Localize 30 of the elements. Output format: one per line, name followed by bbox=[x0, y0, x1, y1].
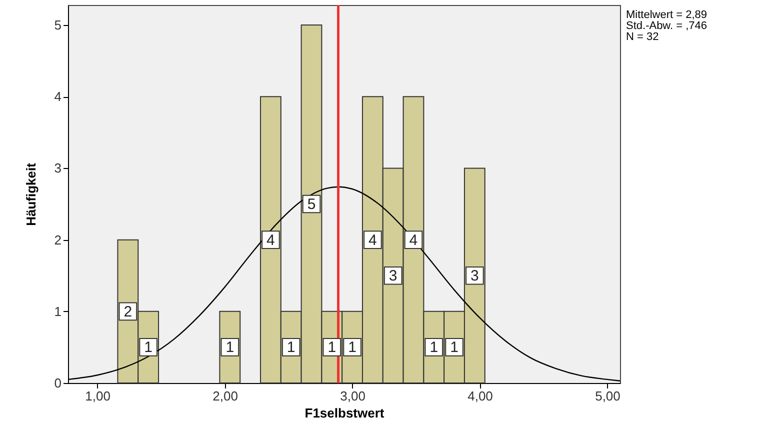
data-label: 1 bbox=[286, 339, 296, 356]
data-label: 1 bbox=[430, 339, 438, 356]
text: Std.-Abw. = ,746 bbox=[626, 20, 708, 32]
data-label: 3 bbox=[388, 268, 398, 285]
y-tick-label: 2 bbox=[54, 232, 62, 248]
y-tick-label: 3 bbox=[54, 160, 62, 176]
x-tick-label: 2,00 bbox=[212, 388, 238, 404]
data-label: 1 bbox=[450, 339, 458, 356]
data-label: 2 bbox=[124, 303, 132, 320]
y-tick-label: 5 bbox=[54, 18, 62, 33]
y-tick-label: 0 bbox=[54, 376, 62, 390]
y-axis-title: Häufigkeit bbox=[23, 162, 38, 226]
text: N = 32 bbox=[626, 31, 660, 43]
y-tick-label: 4 bbox=[54, 89, 62, 104]
x-tick-label: 3,00 bbox=[340, 388, 366, 404]
text: Mittelwert = 2,89 bbox=[626, 9, 708, 21]
data-label: 3 bbox=[470, 268, 479, 285]
data-label: 1 bbox=[328, 339, 336, 356]
data-label: 5 bbox=[307, 196, 316, 214]
data-label: 4 bbox=[266, 232, 275, 249]
data-label: 1 bbox=[144, 339, 152, 356]
y-tick-label: 1 bbox=[54, 304, 62, 319]
data-label: 1 bbox=[348, 339, 356, 356]
data-label: 4 bbox=[368, 232, 377, 249]
x-tick-label: 5,00 bbox=[595, 388, 620, 404]
data-label: 1 bbox=[226, 339, 234, 356]
x-tick-label: 4,00 bbox=[468, 388, 493, 404]
x-tick-label: 1,00 bbox=[85, 388, 110, 404]
data-label: 4 bbox=[409, 232, 418, 249]
x-axis-title: F1selbstwert bbox=[304, 406, 385, 420]
